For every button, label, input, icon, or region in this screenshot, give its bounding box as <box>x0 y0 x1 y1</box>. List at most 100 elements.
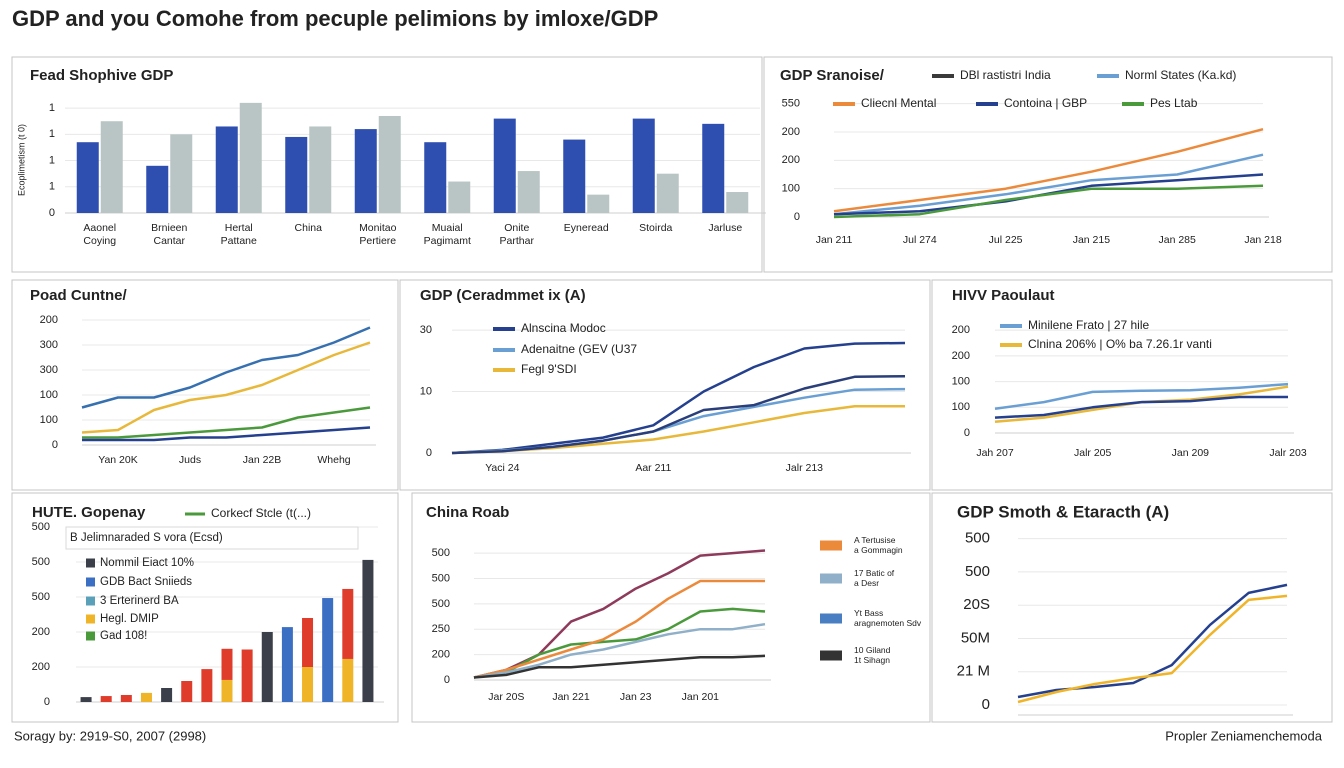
x-tick-label: Jah 207 <box>976 447 1014 459</box>
bar-segment <box>342 588 354 659</box>
line-series <box>473 579 765 679</box>
panel <box>411 492 931 723</box>
bar-segment <box>302 667 314 702</box>
bar <box>285 136 308 213</box>
line-series <box>81 341 371 434</box>
legend-label: Hegl. DMIP <box>100 613 159 625</box>
legend-label: Alnscina Modoc <box>521 321 606 335</box>
y-tick-label: 200 <box>782 154 800 166</box>
bar <box>170 134 193 213</box>
y-tick-label: 1 <box>49 102 55 114</box>
chart-title: Fead Shophive GDP <box>30 67 173 84</box>
x-tick-label: Hertal Pattane <box>221 222 257 247</box>
bar-segment <box>120 695 132 702</box>
chart-title: China Roab <box>426 504 509 521</box>
y-tick-label: 550 <box>782 98 800 110</box>
panel <box>11 56 763 273</box>
bar-segment <box>362 559 374 702</box>
y-tick-label: 500 <box>965 530 990 547</box>
y-tick-label: 300 <box>40 364 58 376</box>
legend-swatch <box>820 573 842 584</box>
bar-segment <box>221 679 233 702</box>
y-tick-label: 10 <box>420 385 432 397</box>
line-series <box>994 382 1289 411</box>
y-tick-label: 0 <box>964 427 970 439</box>
y-tick-label: 500 <box>432 572 450 584</box>
bar <box>215 126 238 213</box>
y-tick-label: 250 <box>432 623 450 635</box>
bar <box>146 165 169 213</box>
panel <box>399 279 931 491</box>
bar-segment <box>161 688 173 702</box>
y-tick-label: 1 <box>49 154 55 166</box>
x-tick-label: Jalr 203 <box>1269 447 1307 459</box>
bar-segment <box>281 627 293 702</box>
x-tick-label: Yan 20K <box>98 454 138 466</box>
y-tick-label: 300 <box>40 339 58 351</box>
y-tick-label: 1 <box>49 181 55 193</box>
chart-title: HIVV Paoulaut <box>952 287 1055 304</box>
y-tick-label: 21 M <box>957 663 990 680</box>
y-tick-label: 500 <box>32 556 50 568</box>
y-tick-label: 500 <box>965 563 990 580</box>
x-tick-label: Jarluse <box>708 222 742 234</box>
chart-title: GDP (Ceradmmet ix (A) <box>420 287 586 304</box>
bar-segment <box>342 658 354 702</box>
legend-label: A Tertusise a Gommagin <box>854 535 903 555</box>
y-tick-label: 0 <box>52 439 58 451</box>
line-series <box>451 374 906 455</box>
x-tick-label: Jul 225 <box>989 234 1023 246</box>
page-title: GDP and you Comohe from pecuple pelimion… <box>12 6 658 31</box>
x-tick-label: Jul 274 <box>903 234 937 246</box>
legend-box <box>65 526 359 550</box>
legend-label: 10 Giland 1t Sihagn <box>854 645 891 665</box>
y-tick-label: 500 <box>432 598 450 610</box>
x-tick-label: Jar 20S <box>488 691 524 703</box>
y-tick-label: 30 <box>420 324 432 336</box>
chart-title: GDP Smoth & Etaracth (A) <box>957 502 1169 521</box>
x-tick-label: Whehg <box>317 454 350 466</box>
bar <box>424 142 447 213</box>
y-tick-label: 100 <box>952 401 970 413</box>
legend-label: GDB Bact Sniieds <box>100 576 192 588</box>
legend-label: Nommil Eiact 10% <box>100 557 194 569</box>
x-tick-label: Jan 209 <box>1172 447 1210 459</box>
x-tick-label: Muaial Pagimamt <box>424 222 471 247</box>
line-series <box>994 395 1288 419</box>
y-tick-label: 0 <box>982 696 990 713</box>
x-tick-label: Jan 22B <box>243 454 282 466</box>
y-tick-label: 200 <box>782 126 800 138</box>
line-series <box>82 406 371 439</box>
line-series <box>473 622 766 679</box>
legend-swatch <box>820 650 842 661</box>
chart-title: Poad Cuntne/ <box>30 287 127 304</box>
x-tick-label: China <box>295 222 323 234</box>
x-tick-label: Juds <box>179 454 201 466</box>
bar <box>309 126 332 213</box>
bar <box>563 139 586 213</box>
panel <box>931 492 1333 723</box>
y-tick-label: 200 <box>952 324 970 336</box>
y-tick-label: 500 <box>32 591 50 603</box>
line-series <box>473 654 766 679</box>
legend-label: Cliecnl Mental <box>861 96 936 110</box>
line-series <box>833 127 1264 213</box>
y-tick-label: 200 <box>32 626 50 638</box>
x-tick-label: Stoirda <box>639 222 672 234</box>
y-tick-label: 100 <box>782 183 800 195</box>
panel <box>11 492 399 723</box>
x-tick-label: Jan 285 <box>1159 234 1197 246</box>
legend-label: Fegl 9'SDI <box>521 362 577 376</box>
y-tick-label: 500 <box>432 547 450 559</box>
legend-title: B Jelimnaraded S vora (Ecsd) <box>70 532 223 544</box>
bar <box>76 142 99 213</box>
x-tick-label: Jalr 205 <box>1074 447 1112 459</box>
bar <box>656 173 679 213</box>
bar <box>726 192 749 213</box>
legend-swatch <box>86 596 95 606</box>
y-tick-label: 0 <box>794 211 800 223</box>
x-tick-label: Jalr 213 <box>786 462 824 474</box>
bar-segment <box>201 669 213 702</box>
